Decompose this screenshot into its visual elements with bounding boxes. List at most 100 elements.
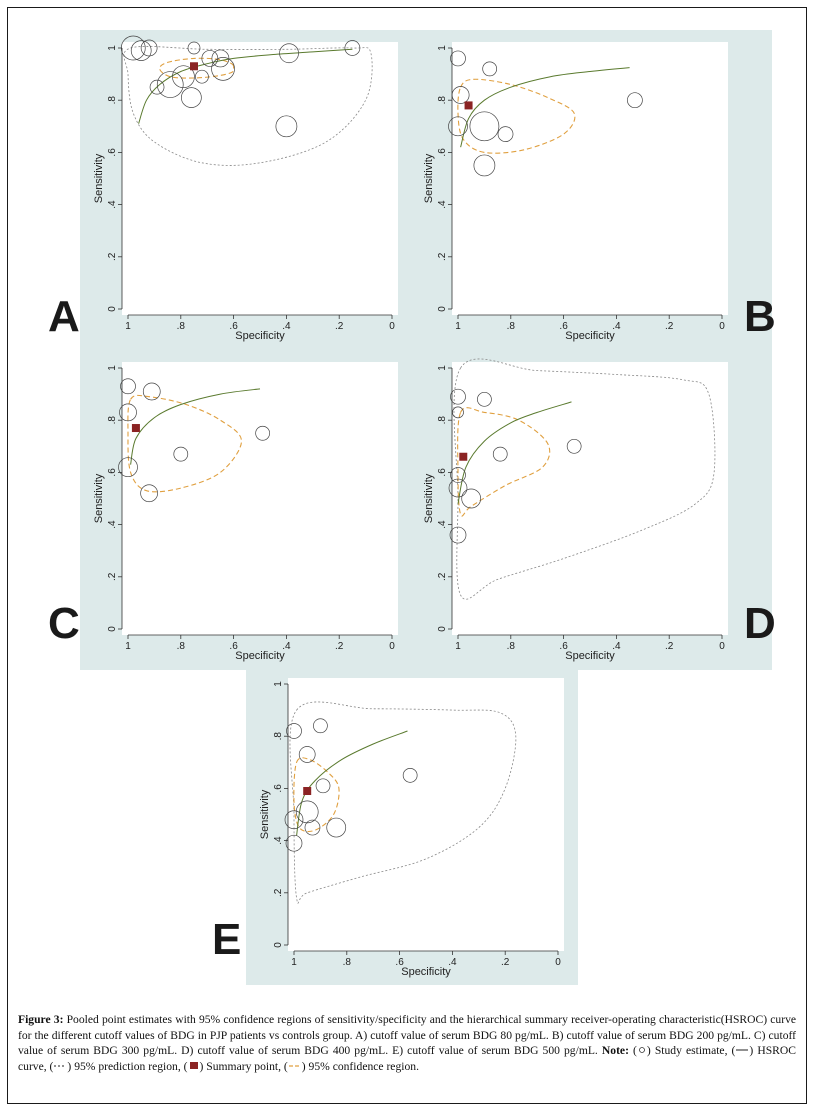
summary-point	[303, 787, 312, 796]
legend-study-text: Study estimate,	[654, 1044, 728, 1057]
study-estimate-point	[285, 834, 303, 852]
study-estimate-legend-icon	[638, 1047, 645, 1053]
y-tick-label: .8	[107, 416, 118, 425]
x-tick-label: .6	[559, 641, 568, 652]
y-tick-label: .8	[437, 416, 448, 425]
x-axis-title: Specificity	[565, 650, 615, 662]
legend-hsroc-text: HSROC curve,	[18, 1044, 797, 1073]
study-estimate-point	[313, 718, 328, 734]
hsroc-plot-c: 0 .2 .4 .6 .8 1 1 .8 .6 .4 .2 0 Specificity Sensitivi…	[93, 362, 398, 662]
panel-letter-d: D	[744, 599, 776, 648]
x-tick-label: .4	[612, 321, 621, 332]
x-tick-label: .4	[448, 957, 457, 968]
figure-caption: Figure 3: Pooled point estimates with 95…	[18, 1013, 797, 1073]
x-tick-label: .2	[335, 641, 344, 652]
x-tick-label: 0	[719, 321, 725, 332]
confidence-region	[457, 78, 576, 154]
plot-area	[122, 42, 398, 315]
x-tick-label: .6	[559, 321, 568, 332]
x-tick-label: .6	[229, 321, 238, 332]
x-tick-label: .4	[282, 641, 291, 652]
study-estimate-point	[627, 92, 643, 109]
figure-frame	[7, 7, 807, 1104]
y-tick-label: .4	[273, 836, 284, 845]
x-tick-label: .2	[501, 957, 510, 968]
study-estimate-point	[482, 61, 498, 77]
x-tick-label: .2	[665, 641, 674, 652]
y-tick-label: .4	[437, 520, 448, 529]
summary-point	[459, 452, 468, 461]
y-tick-label: 0	[273, 942, 284, 948]
study-estimate-point	[118, 457, 138, 478]
x-tick-label: 1	[291, 957, 297, 968]
caption-note-label: Note:	[601, 1044, 629, 1057]
hsroc-curve	[130, 388, 261, 465]
study-estimate-point	[566, 438, 582, 454]
prediction-region-legend-icon	[54, 1065, 67, 1066]
x-tick-label: .8	[507, 641, 516, 652]
study-estimate-point	[181, 87, 202, 108]
x-tick-label: .6	[229, 641, 238, 652]
x-axis-title: Specificity	[235, 650, 285, 662]
study-estimate-point	[469, 111, 500, 142]
plot-area	[122, 362, 398, 635]
study-estimate-point	[304, 819, 321, 836]
summary-point	[464, 101, 473, 110]
study-estimate-point	[295, 800, 319, 824]
legend-summary-text: Summary point,	[206, 1059, 282, 1073]
hsroc-plot-e: 0 .2 .4 .6 .8 1 1 .8 .6 .4 .2 0 Specificity Sensitivi…	[259, 678, 564, 978]
study-estimate-point	[275, 115, 298, 138]
study-estimate-point	[284, 810, 304, 830]
study-estimate-point	[211, 49, 230, 68]
study-estimate-point	[452, 406, 464, 419]
hsroc-curve	[296, 730, 408, 836]
hsroc-curve	[138, 48, 353, 124]
x-tick-label: 0	[389, 641, 395, 652]
x-tick-label: 0	[555, 957, 561, 968]
summary-point-legend-icon	[189, 1061, 198, 1069]
panel-letter-a: A	[48, 292, 80, 341]
y-tick-label: .6	[437, 468, 448, 477]
study-estimate-point	[315, 778, 331, 794]
study-estimate-point	[195, 69, 209, 84]
confidence-region	[127, 394, 243, 493]
hsroc-legend-icon	[736, 1049, 749, 1051]
caption-label: Figure 3:	[18, 1013, 64, 1026]
y-axis-title: Sensitivity	[423, 473, 435, 523]
y-axis-title: Sensitivity	[93, 473, 105, 523]
y-tick-label: 1	[107, 365, 118, 371]
x-tick-label: .2	[665, 321, 674, 332]
x-tick-label: 1	[455, 641, 461, 652]
x-tick-label: .4	[612, 641, 621, 652]
y-tick-label: 0	[107, 626, 118, 632]
y-tick-label: .2	[437, 572, 448, 581]
x-tick-label: .6	[395, 957, 404, 968]
study-estimate-point	[473, 154, 496, 177]
y-axis-title: Sensitivity	[259, 789, 271, 839]
study-estimate-point	[120, 35, 146, 61]
x-axis-title: Specificity	[401, 966, 451, 978]
x-tick-label: 1	[455, 321, 461, 332]
study-estimate-point	[450, 50, 466, 67]
study-estimate-point	[142, 382, 161, 401]
y-tick-label: .8	[437, 96, 448, 105]
x-tick-label: 0	[389, 321, 395, 332]
study-estimate-point	[172, 65, 195, 89]
panel-letter-b: B	[744, 292, 776, 341]
hsroc-plot-a: 0 .2 .4 .6 .8 1 1 .8 .6 .4 .2 0 Specificity Sensitivi…	[93, 35, 398, 342]
study-estimate-point	[255, 425, 270, 441]
study-estimate-point	[211, 57, 235, 81]
y-tick-label: .8	[107, 96, 118, 105]
x-tick-label: 1	[125, 321, 131, 332]
x-axis-title: Specificity	[565, 330, 615, 342]
study-estimate-point	[279, 43, 299, 64]
y-tick-label: .2	[107, 252, 118, 261]
y-tick-label: .4	[107, 200, 118, 209]
study-estimate-point	[130, 40, 152, 61]
panel-letter-e: E	[212, 915, 242, 964]
prediction-region	[123, 46, 373, 166]
study-estimate-point	[448, 116, 468, 137]
y-tick-label: 1	[437, 45, 448, 51]
plot-area	[452, 42, 728, 315]
x-tick-label: .8	[343, 957, 352, 968]
